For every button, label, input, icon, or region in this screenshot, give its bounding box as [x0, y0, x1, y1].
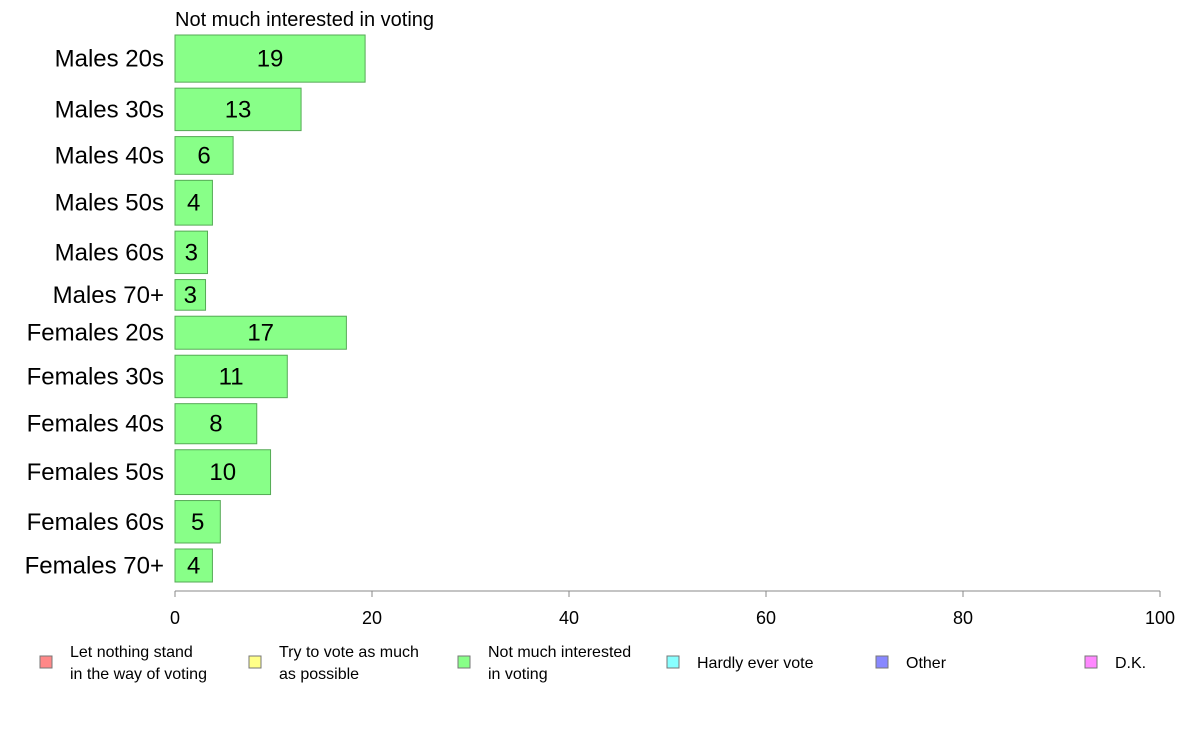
x-tick-label: 80	[953, 608, 973, 628]
legend-label: Let nothing stand	[70, 644, 193, 661]
legend-label: Not much interested	[488, 644, 631, 661]
legend-label: in the way of voting	[70, 666, 207, 683]
bar	[174, 403, 258, 445]
legend: Let nothing stand in the way of voting Try…	[39, 644, 1146, 683]
x-tick-label: 20	[362, 608, 382, 628]
legend-swatch	[248, 655, 262, 669]
bars-group: 19 Males 20s 13 Males 30s 6 Males 40s 4 Males 5…	[25, 34, 366, 583]
bar	[174, 548, 213, 583]
category-label: Males 30s	[55, 96, 164, 123]
data-label: 4	[187, 552, 200, 579]
data-label: 11	[219, 363, 244, 390]
bar	[174, 87, 302, 132]
bar	[174, 354, 288, 399]
data-label: 3	[184, 282, 197, 309]
bar	[174, 34, 366, 83]
category-label: Males 50s	[55, 190, 164, 217]
data-label: 13	[225, 96, 252, 123]
legend-label: in voting	[488, 666, 548, 683]
data-label: 4	[187, 190, 200, 217]
x-tick-label: 0	[170, 608, 180, 628]
legend-label: D.K.	[1115, 655, 1146, 672]
category-label: Males 40s	[55, 142, 164, 169]
x-tick-label: 60	[756, 608, 776, 628]
data-label: 6	[197, 142, 210, 169]
x-tick-label: 100	[1145, 608, 1175, 628]
data-label: 5	[191, 509, 204, 536]
category-label: Males 70+	[53, 282, 164, 309]
legend-label: Try to vote as much	[279, 644, 419, 661]
x-axis: 0 20 40 60 80 100	[170, 590, 1175, 628]
legend-swatch	[1084, 655, 1098, 669]
category-label: Females 30s	[27, 363, 164, 390]
bar	[174, 230, 209, 275]
data-label: 10	[209, 459, 236, 486]
x-tick-label: 40	[559, 608, 579, 628]
category-label: Females 50s	[27, 459, 164, 486]
category-label: Females 70+	[25, 552, 164, 579]
legend-label: Other	[906, 655, 947, 672]
bar	[174, 136, 234, 175]
legend-label: as possible	[279, 666, 359, 683]
data-label: 8	[209, 411, 222, 438]
category-label: Males 20s	[55, 46, 164, 73]
chart-title: Not much interested in voting	[175, 9, 434, 31]
data-label: 3	[185, 239, 198, 266]
data-label: 19	[257, 46, 284, 73]
category-label: Females 20s	[27, 320, 164, 347]
legend-swatch	[875, 655, 889, 669]
legend-label: Hardly ever vote	[697, 655, 814, 672]
bar	[174, 179, 213, 226]
category-label: Females 40s	[27, 411, 164, 438]
bar	[174, 449, 272, 496]
category-label: Females 60s	[27, 509, 164, 536]
data-label: 17	[247, 320, 274, 347]
bar	[174, 279, 207, 311]
bar	[174, 500, 221, 544]
category-label: Males 60s	[55, 239, 164, 266]
legend-swatch	[39, 655, 53, 669]
legend-swatch	[666, 655, 680, 669]
legend-swatch	[457, 655, 471, 669]
bar	[174, 315, 347, 350]
